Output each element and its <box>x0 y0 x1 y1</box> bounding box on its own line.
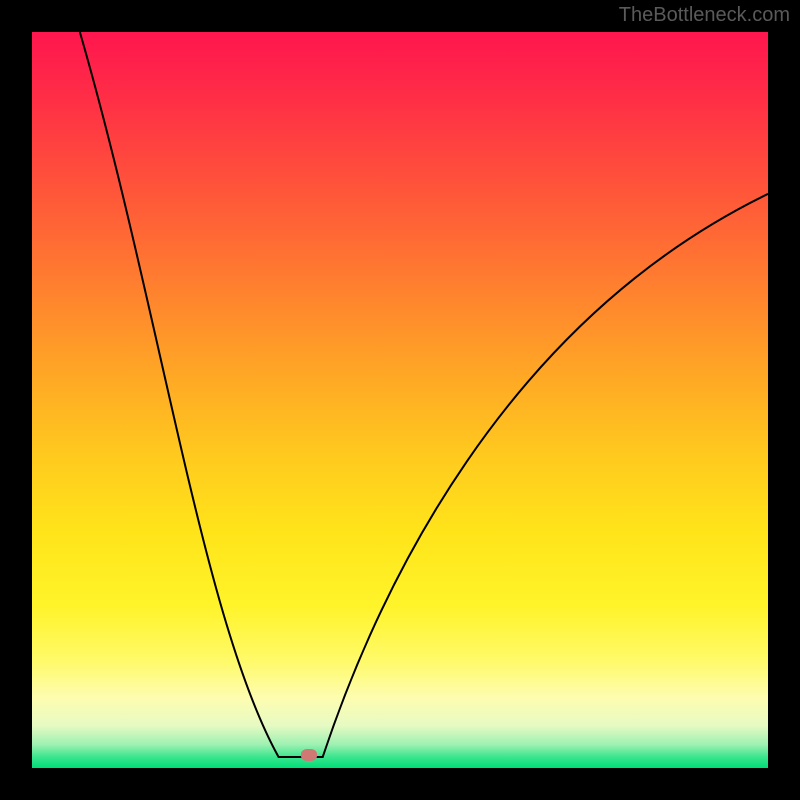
watermark-text: TheBottleneck.com <box>619 4 790 27</box>
bottleneck-curve <box>80 32 768 757</box>
plot-area <box>32 32 768 768</box>
minimum-marker <box>301 749 317 761</box>
curve-layer <box>32 32 768 768</box>
chart-container: TheBottleneck.com <box>0 0 800 800</box>
